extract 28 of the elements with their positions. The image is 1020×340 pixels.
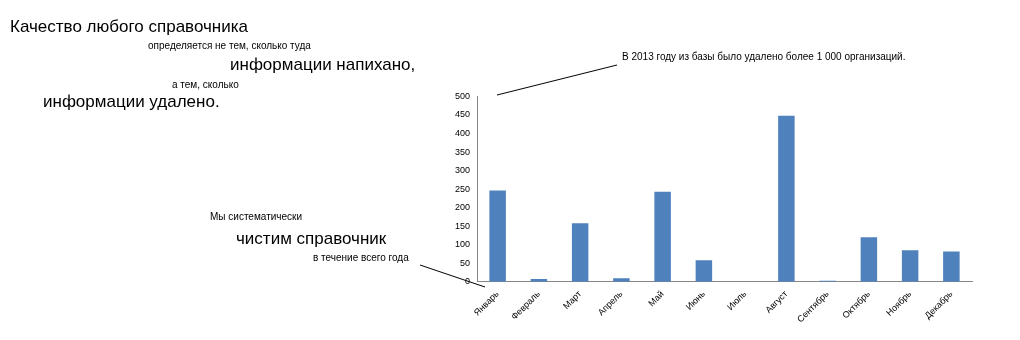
text: В 2013 году из базы было удалено более 1 000 организаций. — [622, 51, 906, 62]
text: чистим справочник — [236, 229, 387, 249]
bar — [654, 191, 671, 282]
y-tick-label: 350 — [454, 146, 471, 157]
y-tick-label: 150 — [454, 220, 471, 231]
bar — [571, 223, 589, 282]
text: информации напихано, — [230, 55, 416, 75]
y-tick-label: 50 — [460, 257, 471, 268]
bar — [860, 237, 878, 282]
y-tick-label: 300 — [454, 165, 471, 176]
text: Качество любого справочника — [10, 17, 249, 37]
text: а тем, сколько — [172, 79, 239, 90]
bar — [778, 115, 795, 282]
bar — [943, 251, 960, 282]
y-tick-label: 100 — [454, 239, 471, 250]
text: в течение всего года — [313, 252, 409, 263]
y-tick-label: 0 — [465, 276, 471, 287]
y-tick-label: 500 — [454, 90, 471, 101]
text: Мы систематически — [210, 211, 303, 222]
text: определяется не тем, сколько туда — [148, 40, 311, 51]
bar — [489, 190, 506, 282]
y-tick-label: 200 — [454, 202, 471, 213]
bar — [901, 250, 919, 282]
y-tick-label: 250 — [454, 183, 471, 194]
y-tick-label: 400 — [454, 127, 471, 138]
bar — [695, 260, 713, 282]
y-tick-label: 450 — [454, 109, 471, 120]
text: информации удалено. — [43, 92, 220, 112]
